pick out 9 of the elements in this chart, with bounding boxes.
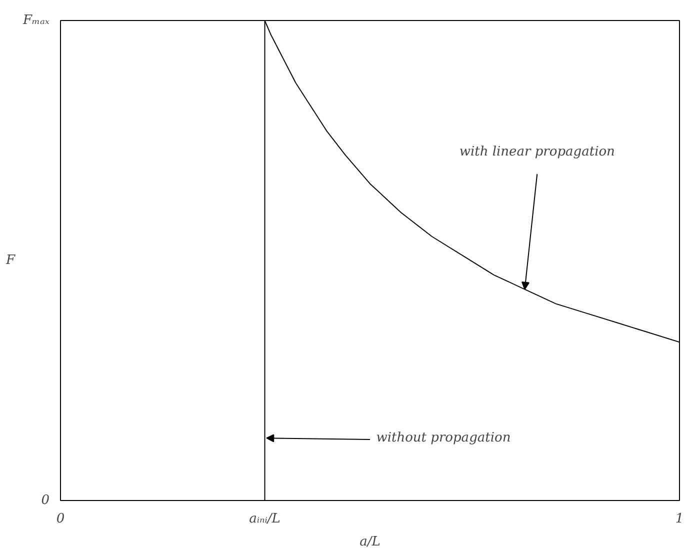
text: 0 bbox=[41, 493, 50, 508]
y-axis-title: F bbox=[4, 253, 16, 268]
annotation: without propagation bbox=[376, 430, 511, 446]
annotation: with linear propagation bbox=[459, 144, 615, 160]
x-tick-label: 0 bbox=[56, 512, 65, 526]
x-tick-label: aᵢₙᵢ/L bbox=[249, 512, 280, 526]
x-axis-title: a/L bbox=[360, 534, 380, 550]
text: Fₘₐₓ bbox=[22, 13, 50, 28]
x-tick-label: 1 bbox=[675, 512, 684, 526]
